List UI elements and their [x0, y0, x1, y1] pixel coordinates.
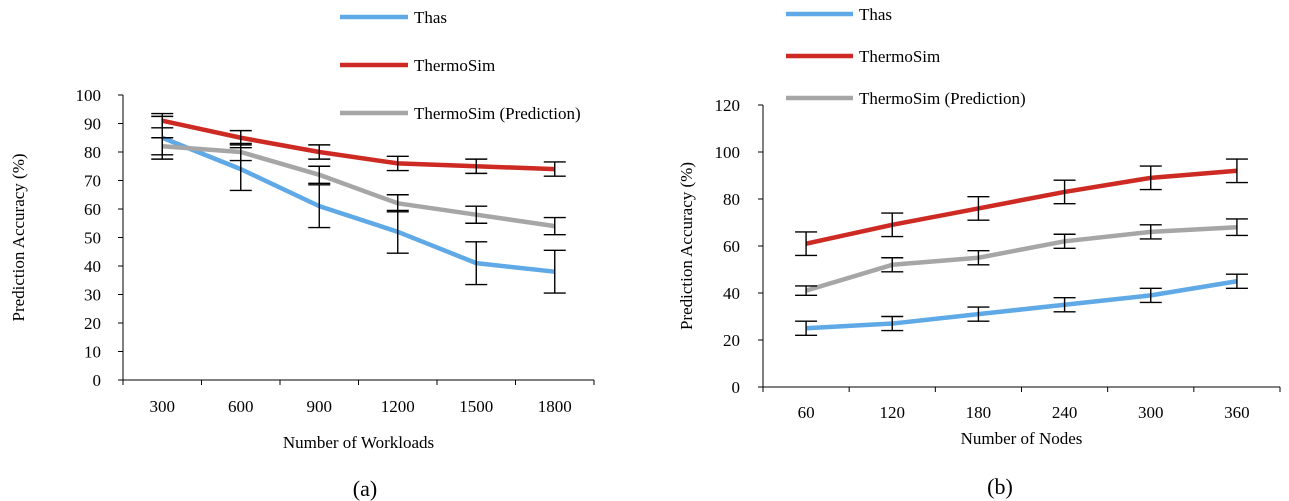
- error-bar: [465, 241, 488, 286]
- error-bar: [1139, 224, 1162, 240]
- y-tick-label: 70: [84, 172, 101, 191]
- caption-b: (b): [987, 474, 1013, 499]
- error-bar: [465, 205, 488, 224]
- error-bar: [795, 320, 818, 336]
- error-bar: [881, 212, 904, 238]
- legend-label: Thas: [859, 5, 892, 24]
- y-tick-label: 10: [84, 343, 101, 362]
- error-bar: [1053, 233, 1076, 250]
- legend-entry: ThermoSim: [340, 56, 495, 75]
- y-tick-label: 0: [93, 371, 102, 390]
- x-tick-label: 300: [1138, 403, 1164, 422]
- error-bar: [386, 209, 409, 254]
- error-bar: [151, 137, 174, 156]
- legend-label: Thas: [414, 8, 447, 27]
- x-tick-label: 1800: [538, 397, 572, 416]
- y-tick-label: 100: [715, 143, 741, 162]
- error-bar: [881, 315, 904, 332]
- series-line-thas: [161, 135, 555, 274]
- x-tick-label: 900: [307, 397, 333, 416]
- error-bar: [967, 249, 990, 266]
- error-bar: [967, 195, 990, 221]
- x-axis-title: Number of Workloads: [283, 433, 434, 452]
- y-axis-title: Prediction Accuracy (%): [677, 162, 696, 330]
- error-bar: [543, 161, 566, 177]
- error-bar: [1225, 218, 1248, 237]
- error-bar: [795, 231, 818, 257]
- error-bar: [465, 158, 488, 175]
- x-tick-label: 600: [228, 397, 254, 416]
- y-tick-label: 20: [84, 314, 101, 333]
- y-tick-label: 50: [84, 229, 101, 248]
- x-tick-label: 180: [966, 403, 992, 422]
- y-tick-label: 60: [84, 200, 101, 219]
- series-line-thas: [805, 279, 1238, 331]
- x-axis-title: Number of Nodes: [961, 429, 1083, 448]
- error-bar: [543, 249, 566, 294]
- x-tick-label: 300: [150, 397, 176, 416]
- x-tick-label: 60: [798, 403, 815, 422]
- error-bar: [1139, 287, 1162, 304]
- error-bar: [308, 165, 331, 185]
- y-tick-label: 30: [84, 286, 101, 305]
- error-bar: [967, 306, 990, 322]
- chart-b: 0 20 40 60 80 100 120 60 120 180 240 300 360 Number o…: [677, 5, 1281, 448]
- error-bar: [151, 112, 174, 129]
- y-tick-label: 80: [723, 190, 740, 209]
- legend-entry: Thas: [340, 8, 447, 27]
- legend-entry: ThermoSim (Prediction): [340, 104, 581, 123]
- error-bar: [386, 155, 409, 172]
- error-bar: [1053, 179, 1076, 205]
- legend-entry: ThermoSim (Prediction): [786, 89, 1026, 108]
- legend-entry: ThermoSim: [786, 47, 940, 66]
- x-tick-label: 240: [1052, 403, 1078, 422]
- series-line-thermosim-prediction: [805, 224, 1238, 293]
- y-tick-label: 120: [715, 96, 741, 115]
- legend-label: ThermoSim: [859, 47, 940, 66]
- y-tick-label: 60: [723, 237, 740, 256]
- error-bar: [881, 257, 904, 273]
- chart-a: 0 10 20 30 40 50 60 70 80 90 100 300 600 900 1200 1500 1…: [9, 8, 595, 452]
- y-tick-label: 40: [84, 257, 101, 276]
- series-line-thermosim-prediction: [162, 144, 556, 229]
- y-tick-label: 0: [732, 378, 741, 397]
- error-bar: [543, 216, 566, 236]
- y-tick-label: 100: [76, 86, 102, 105]
- caption-a: (a): [353, 476, 377, 501]
- error-bar: [308, 144, 331, 160]
- y-tick-label: 90: [84, 115, 101, 134]
- error-bar: [1053, 297, 1076, 313]
- error-bar: [1139, 165, 1162, 191]
- error-bar: [795, 285, 818, 297]
- series-line-thermosim: [161, 118, 555, 172]
- x-tick-label: 1200: [381, 397, 415, 416]
- legend-label: ThermoSim (Prediction): [414, 104, 581, 123]
- error-bar: [229, 142, 252, 162]
- legend-label: ThermoSim: [414, 56, 495, 75]
- y-tick-label: 20: [723, 331, 740, 350]
- x-tick-label: 1500: [459, 397, 493, 416]
- error-bar: [386, 194, 409, 213]
- error-bar: [1225, 273, 1248, 289]
- x-tick-label: 360: [1224, 403, 1250, 422]
- y-tick-label: 80: [84, 143, 101, 162]
- x-tick-label: 120: [880, 403, 906, 422]
- legend-entry: Thas: [786, 5, 892, 24]
- y-axis-title: Prediction Accuracy (%): [9, 153, 28, 321]
- y-tick-label: 40: [723, 284, 740, 303]
- error-bar: [308, 184, 331, 229]
- legend-label: ThermoSim (Prediction): [859, 89, 1026, 108]
- series-line-thermosim: [805, 168, 1238, 246]
- error-bar: [1225, 158, 1248, 184]
